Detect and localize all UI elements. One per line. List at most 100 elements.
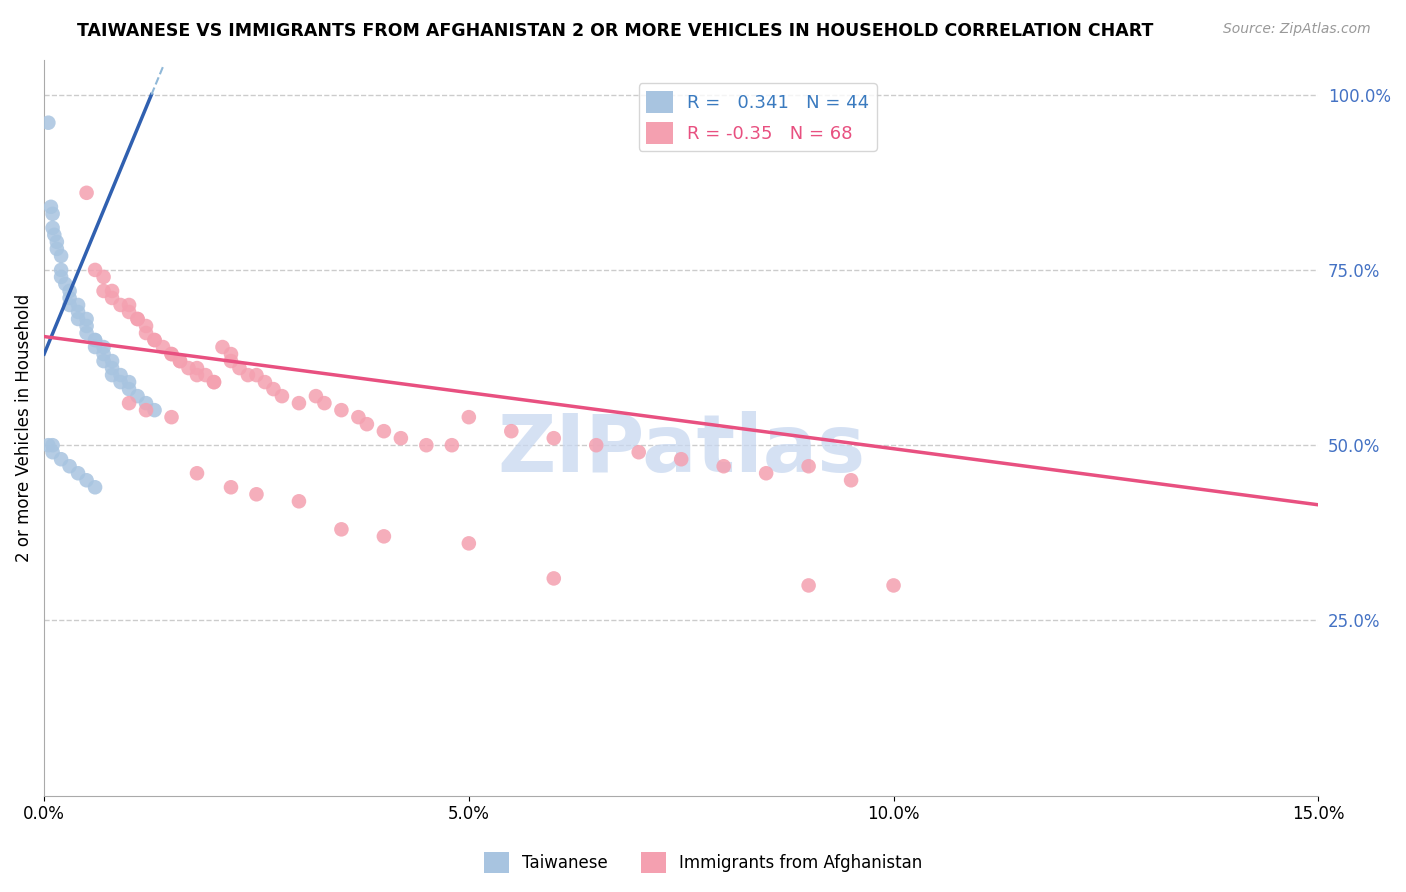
Point [67,298,90,312]
Point [797,459,820,474]
Point [543,431,565,445]
Point [152,340,174,354]
Point [755,467,778,481]
Point [415,438,437,452]
Point [135,318,157,333]
Point [186,467,208,481]
Point [76,186,98,200]
Point [169,354,191,368]
Point [160,347,183,361]
Point [236,368,259,383]
Point [330,522,353,536]
Point [110,368,132,383]
Point [186,361,208,376]
Point [219,480,242,494]
Point [389,431,412,445]
Point [135,396,157,410]
Point [543,571,565,585]
Point [501,424,523,438]
Point [45,242,67,256]
Point [314,396,336,410]
Point [262,382,284,396]
Point [839,473,862,487]
Point [118,382,141,396]
Point [101,361,124,376]
Point [76,473,98,487]
Point [883,578,905,592]
Point [76,312,98,326]
Text: ZIPatlas: ZIPatlas [498,410,865,489]
Point [253,375,276,389]
Point [93,347,115,361]
Point [49,263,72,277]
Point [41,220,63,235]
Point [41,438,63,452]
Point [135,326,157,340]
Point [110,375,132,389]
Point [110,298,132,312]
Point [45,235,67,249]
Point [669,452,692,467]
Point [44,227,66,242]
Text: Source: ZipAtlas.com: Source: ZipAtlas.com [1223,22,1371,37]
Point [41,445,63,459]
Point [127,312,149,326]
Point [202,375,225,389]
Point [37,116,59,130]
Point [118,375,141,389]
Point [160,410,183,425]
Point [219,347,242,361]
Point [93,354,115,368]
Point [797,578,820,592]
Point [58,291,80,305]
Point [713,459,735,474]
Point [118,298,141,312]
Point [76,318,98,333]
Point [101,291,124,305]
Point [93,340,115,354]
Point [143,333,166,347]
Point [288,494,311,508]
Point [67,312,90,326]
Point [118,396,141,410]
Point [101,354,124,368]
Point [84,333,107,347]
Point [211,340,233,354]
Legend: Taiwanese, Immigrants from Afghanistan: Taiwanese, Immigrants from Afghanistan [477,846,929,880]
Point [143,333,166,347]
Point [177,361,200,376]
Point [49,269,72,284]
Point [169,354,191,368]
Point [58,459,80,474]
Point [41,207,63,221]
Point [271,389,294,403]
Point [305,389,328,403]
Point [373,529,395,543]
Point [93,269,115,284]
Point [219,354,242,368]
Point [93,284,115,298]
Point [101,368,124,383]
Point [127,389,149,403]
Point [627,445,650,459]
Point [67,305,90,319]
Point [76,326,98,340]
Point [127,312,149,326]
Point [440,438,463,452]
Point [101,284,124,298]
Point [118,305,141,319]
Point [84,340,107,354]
Point [356,417,378,432]
Point [194,368,217,383]
Point [37,438,59,452]
Point [457,536,479,550]
Point [330,403,353,417]
Point [160,347,183,361]
Text: TAIWANESE VS IMMIGRANTS FROM AFGHANISTAN 2 OR MORE VEHICLES IN HOUSEHOLD CORRELA: TAIWANESE VS IMMIGRANTS FROM AFGHANISTAN… [77,22,1154,40]
Point [245,368,267,383]
Point [49,452,72,467]
Point [288,396,311,410]
Point [39,200,62,214]
Point [53,277,76,291]
Point [143,403,166,417]
